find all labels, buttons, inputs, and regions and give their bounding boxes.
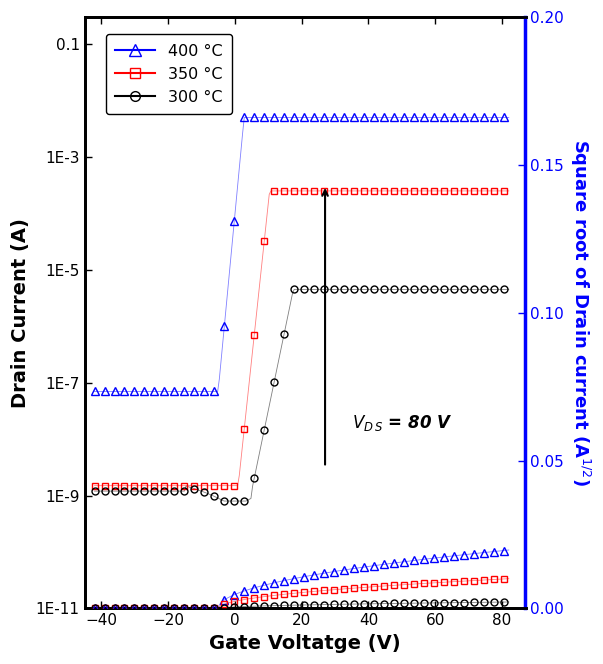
X-axis label: Gate Voltatge (V): Gate Voltatge (V): [209, 634, 401, 653]
Legend: 400 °C, 350 °C, 300 °C: 400 °C, 350 °C, 300 °C: [106, 34, 232, 114]
Y-axis label: Drain Current (A): Drain Current (A): [11, 218, 30, 408]
Y-axis label: Square root of Drain current (A$^{1/2}$): Square root of Drain current (A$^{1/2}$): [568, 139, 592, 486]
Text: $V_{D\,S}$ = 80 V: $V_{D\,S}$ = 80 V: [352, 413, 452, 433]
